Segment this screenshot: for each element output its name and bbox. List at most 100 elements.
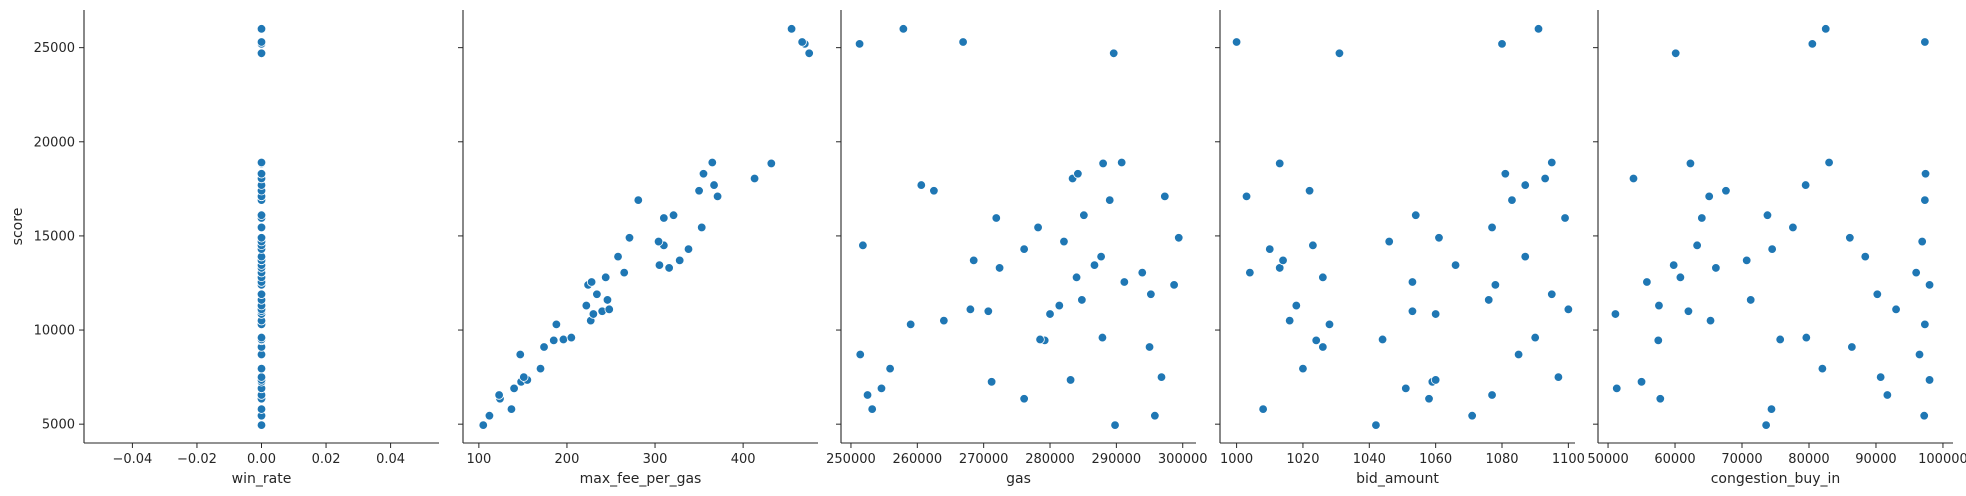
- scatter-point: [602, 295, 613, 305]
- scatter-point: [683, 244, 694, 254]
- scatter-point: [885, 363, 895, 374]
- scatter-point: [1721, 186, 1731, 196]
- scatter-point: [958, 37, 968, 47]
- scatter-point: [256, 157, 267, 168]
- scatter-point: [613, 251, 623, 262]
- scatter-point: [1033, 222, 1043, 233]
- x-tick-label: 400: [731, 452, 756, 467]
- scatter-point: [1318, 272, 1328, 283]
- x-axis-label: gas: [1006, 471, 1031, 487]
- x-tick-label: 1000: [1220, 452, 1253, 467]
- scatter-point: [1334, 48, 1345, 59]
- scatter-point: [256, 169, 267, 179]
- scatter-point: [876, 383, 887, 394]
- scatter-point: [604, 304, 614, 315]
- scatter-point: [588, 309, 599, 319]
- scatter-point: [256, 332, 267, 343]
- scatter-point: [1430, 309, 1441, 319]
- scatter-point: [256, 210, 267, 220]
- scatter-point: [633, 195, 643, 205]
- scatter-point: [1311, 335, 1321, 346]
- scatter-point: [1144, 342, 1155, 352]
- scatter-point: [1670, 48, 1681, 59]
- scatter-point: [586, 277, 597, 287]
- scatter-point: [592, 289, 602, 299]
- scatter-point: [804, 48, 814, 59]
- scatter-point: [1824, 157, 1834, 168]
- scatter-point: [939, 315, 949, 326]
- scatter-point: [1231, 37, 1242, 47]
- scatter-point: [1487, 222, 1497, 233]
- scatter-point: [1711, 263, 1721, 273]
- scatter-point: [1430, 375, 1441, 385]
- x-tick-label: 1020: [1286, 452, 1319, 467]
- scatter-point: [1920, 195, 1930, 205]
- scatter-point: [929, 186, 939, 196]
- scatter-point: [1704, 191, 1714, 202]
- scatter-point: [1610, 309, 1621, 319]
- scatter-point: [1513, 349, 1524, 360]
- scatter-point: [515, 349, 525, 360]
- scatter-point: [1019, 244, 1029, 254]
- scatter-point: [1077, 295, 1087, 305]
- panel-bid-amount: 1000 1020 1040 1060 1080 1100 bid_amount: [1215, 10, 1585, 487]
- x-tick-label: 100: [466, 452, 491, 467]
- x-tick-label: 250000: [826, 452, 876, 467]
- scatter-point: [624, 233, 635, 243]
- scatter-point: [1924, 280, 1935, 290]
- scatter-point: [1668, 260, 1679, 270]
- scatter-point: [1109, 48, 1119, 59]
- scatter-point: [1500, 169, 1511, 179]
- x-tick-label: 90000: [1855, 452, 1896, 467]
- scatter-point: [1450, 260, 1461, 270]
- scatter-point: [484, 411, 495, 421]
- scatter-point: [709, 180, 719, 190]
- scatter-point: [1304, 186, 1315, 196]
- scatter-point: [256, 404, 267, 414]
- scatter-point: [256, 420, 267, 430]
- scatter-point: [1882, 390, 1893, 400]
- scatter-point: [535, 363, 546, 374]
- scatter-point: [862, 390, 873, 400]
- scatter-point: [1655, 394, 1665, 404]
- scatter-point: [1384, 236, 1394, 247]
- scatter-point: [1766, 404, 1777, 414]
- panel-max-fee-per-gas: 100 200 300 400 max_fee_per_gas: [458, 10, 818, 487]
- scatter-point: [256, 37, 267, 47]
- x-tick-label: 60000: [1654, 452, 1695, 467]
- scatter-point: [1308, 240, 1318, 251]
- scatter-point: [1318, 342, 1328, 352]
- scatter-point: [256, 233, 267, 243]
- scatter-point: [1540, 173, 1550, 184]
- scatter-point: [1920, 169, 1931, 179]
- scatter-point: [1467, 411, 1477, 421]
- scatter-point: [1045, 309, 1055, 319]
- scatter-point: [1324, 319, 1335, 330]
- scatter-point: [1174, 233, 1184, 243]
- x-tick-label: 50000: [1587, 452, 1628, 467]
- y-axis-label: score: [10, 208, 26, 246]
- scatter-point: [566, 332, 577, 343]
- scatter-point: [1278, 255, 1288, 266]
- scatter-point: [1487, 390, 1497, 400]
- scatter-point: [854, 39, 865, 49]
- scatter-point: [749, 173, 760, 184]
- y-tick-label: 10000: [34, 324, 75, 339]
- scatter-point: [1096, 251, 1106, 262]
- x-tick-label: 80000: [1788, 452, 1829, 467]
- scatter-point: [694, 186, 704, 196]
- scatter-point: [601, 272, 611, 283]
- x-tick-label: 290000: [1092, 452, 1142, 467]
- scatter-point: [1697, 213, 1707, 223]
- scatter-point: [256, 372, 267, 382]
- scatter-point: [1685, 158, 1696, 169]
- scatter-point: [1035, 334, 1045, 345]
- scatter-point: [994, 263, 1005, 273]
- scatter-point: [1741, 255, 1752, 266]
- panel-gas: 250000 260000 270000 280000 290000 300000 gas: [826, 10, 1208, 487]
- scatter-point: [1705, 315, 1716, 326]
- scatter-point: [1065, 375, 1076, 385]
- scatter-point: [256, 222, 267, 233]
- scatter-point: [1146, 289, 1156, 299]
